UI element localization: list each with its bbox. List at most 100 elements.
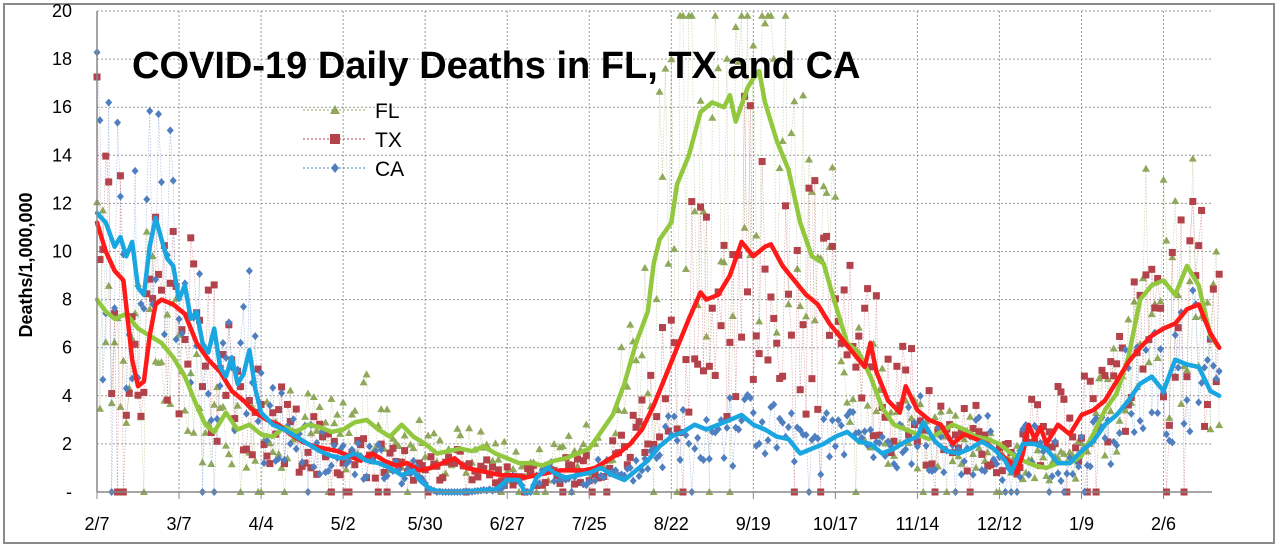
- marker-connector: [635, 360, 640, 426]
- marker-connector: [427, 435, 432, 467]
- marker-connector: [887, 441, 892, 447]
- marker-connector: [172, 180, 177, 340]
- marker-connector: [673, 342, 678, 429]
- marker-connector: [899, 346, 904, 406]
- marker-connector: [709, 431, 713, 459]
- marker-connector: [193, 263, 197, 313]
- marker-connector: [246, 270, 250, 414]
- x-tick-label: 7/25: [572, 514, 607, 534]
- diamond-marker-icon: [331, 163, 339, 173]
- data-point-fl: [743, 11, 752, 19]
- marker-connector: [290, 390, 294, 440]
- marker-connector: [694, 211, 698, 306]
- data-point-fl: [157, 358, 166, 366]
- square-marker-icon: [330, 134, 340, 144]
- marker-connector: [703, 211, 707, 337]
- marker-connector: [413, 448, 417, 468]
- marker-connector: [691, 15, 696, 212]
- data-point-fl: [699, 207, 708, 215]
- marker-connector: [1204, 404, 1208, 427]
- marker-connector: [714, 291, 719, 376]
- x-tick-label: 2/7: [84, 514, 109, 534]
- marker-connector: [706, 336, 710, 493]
- marker-connector: [963, 448, 968, 462]
- data-point-fl: [749, 41, 758, 49]
- marker-connector: [316, 442, 320, 475]
- marker-connector: [972, 405, 977, 429]
- marker-connector: [726, 342, 731, 417]
- marker-connector: [843, 372, 848, 403]
- marker-connector: [767, 407, 772, 441]
- marker-connector: [753, 335, 757, 380]
- marker-connector: [322, 431, 326, 473]
- marker-connector: [375, 478, 379, 493]
- legend-item-ca: CA: [303, 158, 404, 181]
- marker-connector: [1019, 429, 1024, 478]
- marker-connector: [1186, 281, 1191, 370]
- marker-connector: [1180, 219, 1185, 493]
- marker-connector: [867, 288, 871, 367]
- marker-connector: [820, 238, 824, 493]
- data-point-fl: [822, 188, 831, 196]
- marker-connector: [685, 15, 690, 269]
- marker-connector: [858, 336, 863, 399]
- data-point-fl: [163, 310, 172, 318]
- marker-connector: [925, 445, 930, 471]
- data-point-fl: [465, 424, 474, 432]
- marker-connector: [304, 425, 309, 493]
- x-tick-label: 11/14: [896, 514, 940, 534]
- marker-connector: [583, 455, 587, 461]
- marker-connector: [723, 58, 728, 263]
- marker-connector: [703, 419, 707, 460]
- marker-connector: [820, 186, 824, 259]
- marker-connector: [196, 353, 200, 409]
- marker-connector: [140, 303, 145, 309]
- marker-connector: [767, 297, 772, 360]
- marker-connector: [835, 420, 839, 447]
- marker-connector: [120, 360, 124, 407]
- data-point-fl: [180, 406, 189, 414]
- marker-connector: [1172, 200, 1176, 258]
- marker-connector: [606, 460, 611, 474]
- marker-connector: [782, 205, 786, 377]
- legend: FL TX CA: [303, 100, 404, 181]
- marker-connector: [917, 395, 921, 447]
- data-point-fl: [887, 408, 896, 416]
- marker-connector: [1122, 347, 1126, 432]
- data-point-fl: [1171, 196, 1180, 204]
- marker-connector: [158, 114, 162, 183]
- x-tick-label: 3/7: [167, 514, 192, 534]
- marker-connector: [105, 156, 110, 182]
- marker-connector: [814, 436, 818, 439]
- marker-connector: [876, 295, 880, 436]
- y-axis-label: Deaths/1,000,000: [16, 192, 36, 337]
- data-point-fl: [409, 444, 418, 452]
- marker-connector: [1066, 418, 1071, 493]
- data-point-fl: [793, 264, 802, 272]
- marker-connector: [416, 420, 420, 468]
- data-point-fl: [655, 87, 664, 95]
- marker-connector: [761, 161, 766, 270]
- marker-connector: [928, 390, 933, 464]
- marker-connector: [1213, 289, 1217, 382]
- marker-connector: [454, 449, 458, 464]
- legend-label: CA: [375, 158, 404, 181]
- marker-connector: [864, 431, 868, 446]
- marker-connector: [732, 254, 737, 397]
- marker-connector: [1116, 432, 1120, 446]
- marker-connector: [1189, 201, 1194, 241]
- marker-connector: [855, 327, 860, 493]
- marker-connector: [108, 181, 112, 394]
- marker-connector: [1174, 327, 1179, 378]
- marker-connector: [908, 407, 912, 464]
- marker-connector: [114, 122, 118, 309]
- marker-connector: [184, 410, 189, 431]
- data-point-fl: [564, 431, 573, 439]
- marker-connector: [726, 397, 731, 428]
- marker-connector: [298, 431, 303, 464]
- marker-connector: [905, 369, 909, 435]
- marker-connector: [281, 467, 285, 493]
- data-point-fl: [383, 405, 392, 413]
- data-point-fl: [424, 431, 433, 439]
- marker-connector: [1160, 179, 1164, 302]
